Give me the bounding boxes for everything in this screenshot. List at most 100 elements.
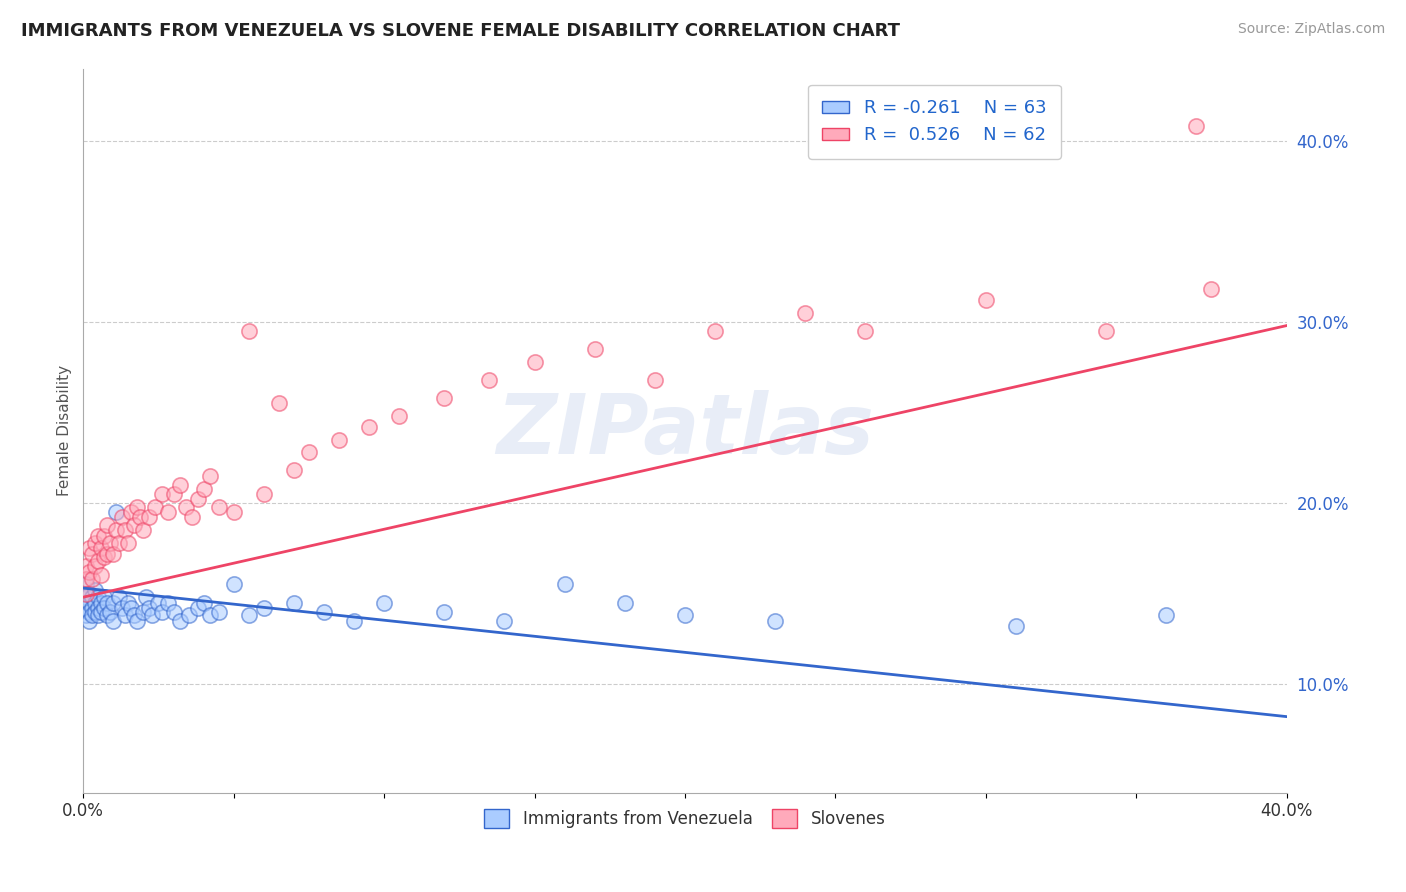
Point bbox=[1005, 619, 1028, 633]
Point bbox=[162, 605, 184, 619]
Point bbox=[174, 500, 197, 514]
Point bbox=[84, 596, 107, 610]
Point bbox=[114, 608, 136, 623]
Point bbox=[82, 547, 104, 561]
Point bbox=[222, 505, 245, 519]
Point bbox=[150, 487, 173, 501]
Point bbox=[523, 355, 546, 369]
Point bbox=[156, 505, 179, 519]
Point bbox=[79, 586, 101, 600]
Point bbox=[198, 468, 221, 483]
Point bbox=[103, 614, 125, 628]
Point bbox=[169, 614, 191, 628]
Point bbox=[283, 463, 305, 477]
Point bbox=[478, 373, 501, 387]
Point bbox=[138, 601, 160, 615]
Point bbox=[156, 596, 179, 610]
Point bbox=[222, 577, 245, 591]
Point bbox=[117, 536, 139, 550]
Point bbox=[283, 596, 305, 610]
Point bbox=[82, 572, 104, 586]
Point bbox=[117, 596, 139, 610]
Point bbox=[704, 324, 727, 338]
Point bbox=[129, 510, 152, 524]
Point bbox=[298, 445, 321, 459]
Point bbox=[193, 482, 215, 496]
Point bbox=[1201, 282, 1223, 296]
Text: IMMIGRANTS FROM VENEZUELA VS SLOVENE FEMALE DISABILITY CORRELATION CHART: IMMIGRANTS FROM VENEZUELA VS SLOVENE FEM… bbox=[21, 22, 900, 40]
Point bbox=[98, 605, 121, 619]
Point bbox=[75, 608, 97, 623]
Point bbox=[150, 605, 173, 619]
Point bbox=[644, 373, 666, 387]
Point bbox=[238, 608, 260, 623]
Point bbox=[135, 590, 157, 604]
Text: ZIPatlas: ZIPatlas bbox=[496, 390, 875, 471]
Point bbox=[103, 596, 125, 610]
Point bbox=[87, 554, 110, 568]
Point bbox=[84, 536, 107, 550]
Point bbox=[96, 608, 118, 623]
Point bbox=[198, 608, 221, 623]
Point bbox=[613, 596, 636, 610]
Point bbox=[124, 517, 146, 532]
Point bbox=[328, 433, 350, 447]
Point bbox=[208, 605, 231, 619]
Point bbox=[120, 505, 142, 519]
Point bbox=[253, 487, 276, 501]
Point bbox=[79, 596, 101, 610]
Point bbox=[105, 505, 128, 519]
Point bbox=[208, 500, 231, 514]
Point bbox=[105, 523, 128, 537]
Point bbox=[388, 409, 411, 423]
Point bbox=[494, 614, 516, 628]
Point bbox=[75, 586, 97, 600]
Point bbox=[79, 565, 101, 579]
Point bbox=[180, 510, 202, 524]
Point bbox=[373, 596, 395, 610]
Point bbox=[359, 420, 381, 434]
Point bbox=[87, 590, 110, 604]
Legend: Immigrants from Venezuela, Slovenes: Immigrants from Venezuela, Slovenes bbox=[478, 803, 893, 835]
Point bbox=[1185, 120, 1208, 134]
Point bbox=[974, 293, 997, 308]
Point bbox=[108, 536, 131, 550]
Point bbox=[111, 510, 134, 524]
Point bbox=[132, 523, 155, 537]
Point bbox=[673, 608, 696, 623]
Point bbox=[84, 605, 107, 619]
Point bbox=[343, 614, 366, 628]
Point bbox=[187, 601, 209, 615]
Point bbox=[82, 601, 104, 615]
Point bbox=[267, 396, 290, 410]
Point bbox=[93, 550, 115, 565]
Point bbox=[82, 608, 104, 623]
Point bbox=[75, 559, 97, 574]
Point bbox=[87, 528, 110, 542]
Point bbox=[177, 608, 200, 623]
Point bbox=[794, 306, 817, 320]
Point bbox=[75, 601, 97, 615]
Point bbox=[162, 487, 184, 501]
Point bbox=[1154, 608, 1177, 623]
Point bbox=[87, 608, 110, 623]
Point bbox=[84, 582, 107, 597]
Point bbox=[187, 492, 209, 507]
Point bbox=[132, 605, 155, 619]
Point bbox=[90, 605, 112, 619]
Point bbox=[79, 605, 101, 619]
Point bbox=[127, 614, 149, 628]
Point bbox=[93, 601, 115, 615]
Point bbox=[103, 547, 125, 561]
Y-axis label: Female Disability: Female Disability bbox=[58, 365, 72, 496]
Point bbox=[145, 500, 167, 514]
Point bbox=[93, 528, 115, 542]
Point bbox=[111, 601, 134, 615]
Point bbox=[127, 500, 149, 514]
Point bbox=[1095, 324, 1118, 338]
Point bbox=[193, 596, 215, 610]
Point bbox=[75, 577, 97, 591]
Text: Source: ZipAtlas.com: Source: ZipAtlas.com bbox=[1237, 22, 1385, 37]
Point bbox=[90, 596, 112, 610]
Point bbox=[253, 601, 276, 615]
